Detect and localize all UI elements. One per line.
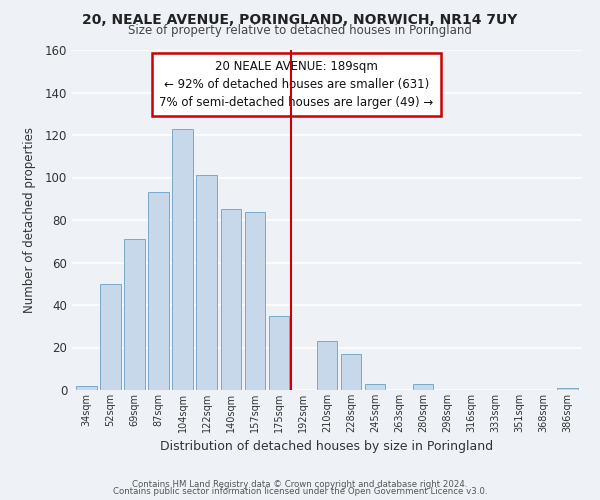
Text: 20 NEALE AVENUE: 189sqm
← 92% of detached houses are smaller (631)
7% of semi-de: 20 NEALE AVENUE: 189sqm ← 92% of detache… bbox=[159, 60, 434, 109]
X-axis label: Distribution of detached houses by size in Poringland: Distribution of detached houses by size … bbox=[160, 440, 494, 454]
Bar bbox=[557, 388, 578, 390]
Bar bbox=[76, 386, 97, 390]
Bar bbox=[124, 239, 145, 390]
Bar bbox=[413, 384, 433, 390]
Bar bbox=[196, 176, 217, 390]
Text: 20, NEALE AVENUE, PORINGLAND, NORWICH, NR14 7UY: 20, NEALE AVENUE, PORINGLAND, NORWICH, N… bbox=[82, 12, 518, 26]
Bar bbox=[172, 128, 193, 390]
Text: Contains HM Land Registry data © Crown copyright and database right 2024.: Contains HM Land Registry data © Crown c… bbox=[132, 480, 468, 489]
Bar bbox=[221, 210, 241, 390]
Bar bbox=[341, 354, 361, 390]
Bar bbox=[365, 384, 385, 390]
Bar bbox=[269, 316, 289, 390]
Bar bbox=[245, 212, 265, 390]
Bar bbox=[148, 192, 169, 390]
Bar bbox=[100, 284, 121, 390]
Y-axis label: Number of detached properties: Number of detached properties bbox=[23, 127, 37, 313]
Text: Contains public sector information licensed under the Open Government Licence v3: Contains public sector information licen… bbox=[113, 487, 487, 496]
Bar bbox=[317, 341, 337, 390]
Text: Size of property relative to detached houses in Poringland: Size of property relative to detached ho… bbox=[128, 24, 472, 37]
